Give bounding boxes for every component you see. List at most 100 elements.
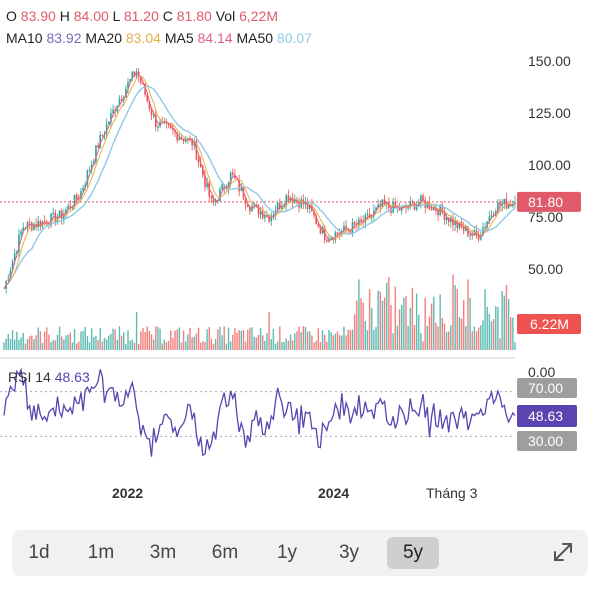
volume-bar [86,336,89,350]
candle-body [244,198,247,205]
candle-body [169,125,172,128]
volume-bar [445,331,448,350]
volume-bar [155,326,157,350]
candle-body [353,222,356,225]
candle-body [65,209,67,214]
volume-bar [375,327,377,350]
candle-body [11,261,14,271]
volume-bar [221,335,223,350]
candle-body [157,126,159,128]
candle-body [148,100,151,109]
volume-bar [514,342,516,350]
volume-bar [135,312,138,350]
timeframe-5y[interactable]: 5y [387,537,439,569]
volume-bar [95,335,97,350]
volume-bar [477,327,480,350]
candle-body [105,124,108,134]
volume-bar [7,334,9,350]
volume-bar [351,329,354,350]
volume-bar [123,332,125,350]
volume-bar [296,331,298,350]
candle-body [142,83,144,85]
timeframe-1y[interactable]: 1y [276,542,298,563]
high-label: H [59,8,70,24]
volume-bar [255,337,257,350]
low-label: L [112,8,120,24]
candle-body [107,122,110,125]
candle-body [223,184,226,189]
candle-body [293,199,296,203]
expand-icon[interactable] [549,538,577,566]
candle-body [73,194,76,208]
price-chart[interactable]: 150.00 125.00 100.00 75.00 50.00 81.80 6.22M RS… [0,0,600,520]
price-axis-tick-label: 150.00 [528,53,571,69]
volume-bar [105,339,108,350]
volume-bar [452,274,454,350]
rsi-value: 48.63 [55,369,90,385]
low-value: 81.20 [123,8,159,24]
candles-group [5,68,516,294]
candle-body [276,202,279,212]
volume-bar [161,343,163,350]
candle-body [219,189,221,202]
volume-bar [499,338,501,350]
candle-body [131,71,134,80]
volume-bar [381,300,384,350]
volume-bar [266,333,268,350]
volume-bar [304,326,307,350]
candle-body [133,71,136,76]
candle-body [514,201,516,204]
timeframe-selector: 1d 1m 3m 6m 1y 3y 5y [12,530,588,576]
rsi-value-badge-bg [517,405,577,427]
timeframe-1m[interactable]: 1m [87,542,115,563]
volume-bar [283,341,285,350]
volume-bar [456,289,458,350]
volume-bar [127,330,129,350]
volume-bar [197,327,200,350]
timeframe-6m[interactable]: 6m [211,542,239,563]
volume-bar [152,339,155,350]
volume-bar [394,286,396,350]
volume-bar [473,326,476,350]
candle-body [445,217,448,221]
volume-bar [56,334,59,350]
volume-bar [93,337,95,350]
current-price-badge: 81.80 [528,194,563,210]
candle-body [161,121,164,123]
candle-body [229,172,232,184]
candle-body [441,204,444,213]
volume-bar [405,296,407,350]
candle-body [321,226,324,234]
volume-bar [373,329,375,350]
candle-body [52,212,54,214]
volume-bar [52,339,54,350]
moving-average-readout: MA10 83.92 MA20 83.04 MA5 84.14 MA50 80.… [6,30,312,46]
volume-bar [433,296,435,350]
volume-bar [366,330,369,350]
volume-bar [345,335,347,350]
timeframe-3y[interactable]: 3y [338,542,360,563]
volume-bar [409,307,411,350]
candle-body [249,207,251,212]
volume-bar [236,332,238,350]
candle-body [366,214,369,216]
candle-body [454,220,456,226]
timeframe-3m[interactable]: 3m [149,542,177,563]
ma50-line [3,85,516,290]
volume-bar [415,293,418,350]
volume-bar [497,307,499,350]
candle-body [197,159,200,163]
volume-bar [195,333,198,350]
volume-bar [54,340,57,350]
candle-body [184,140,187,142]
candle-body [172,127,174,131]
timeframe-1d[interactable]: 1d [28,542,50,563]
volume-bar [163,339,166,350]
volume-bar [167,340,170,350]
candle-body [285,195,288,206]
candle-body [462,226,465,231]
candle-body [313,211,315,216]
candle-body [264,216,266,219]
volume-bar [315,340,317,350]
volume-bar [334,333,337,350]
